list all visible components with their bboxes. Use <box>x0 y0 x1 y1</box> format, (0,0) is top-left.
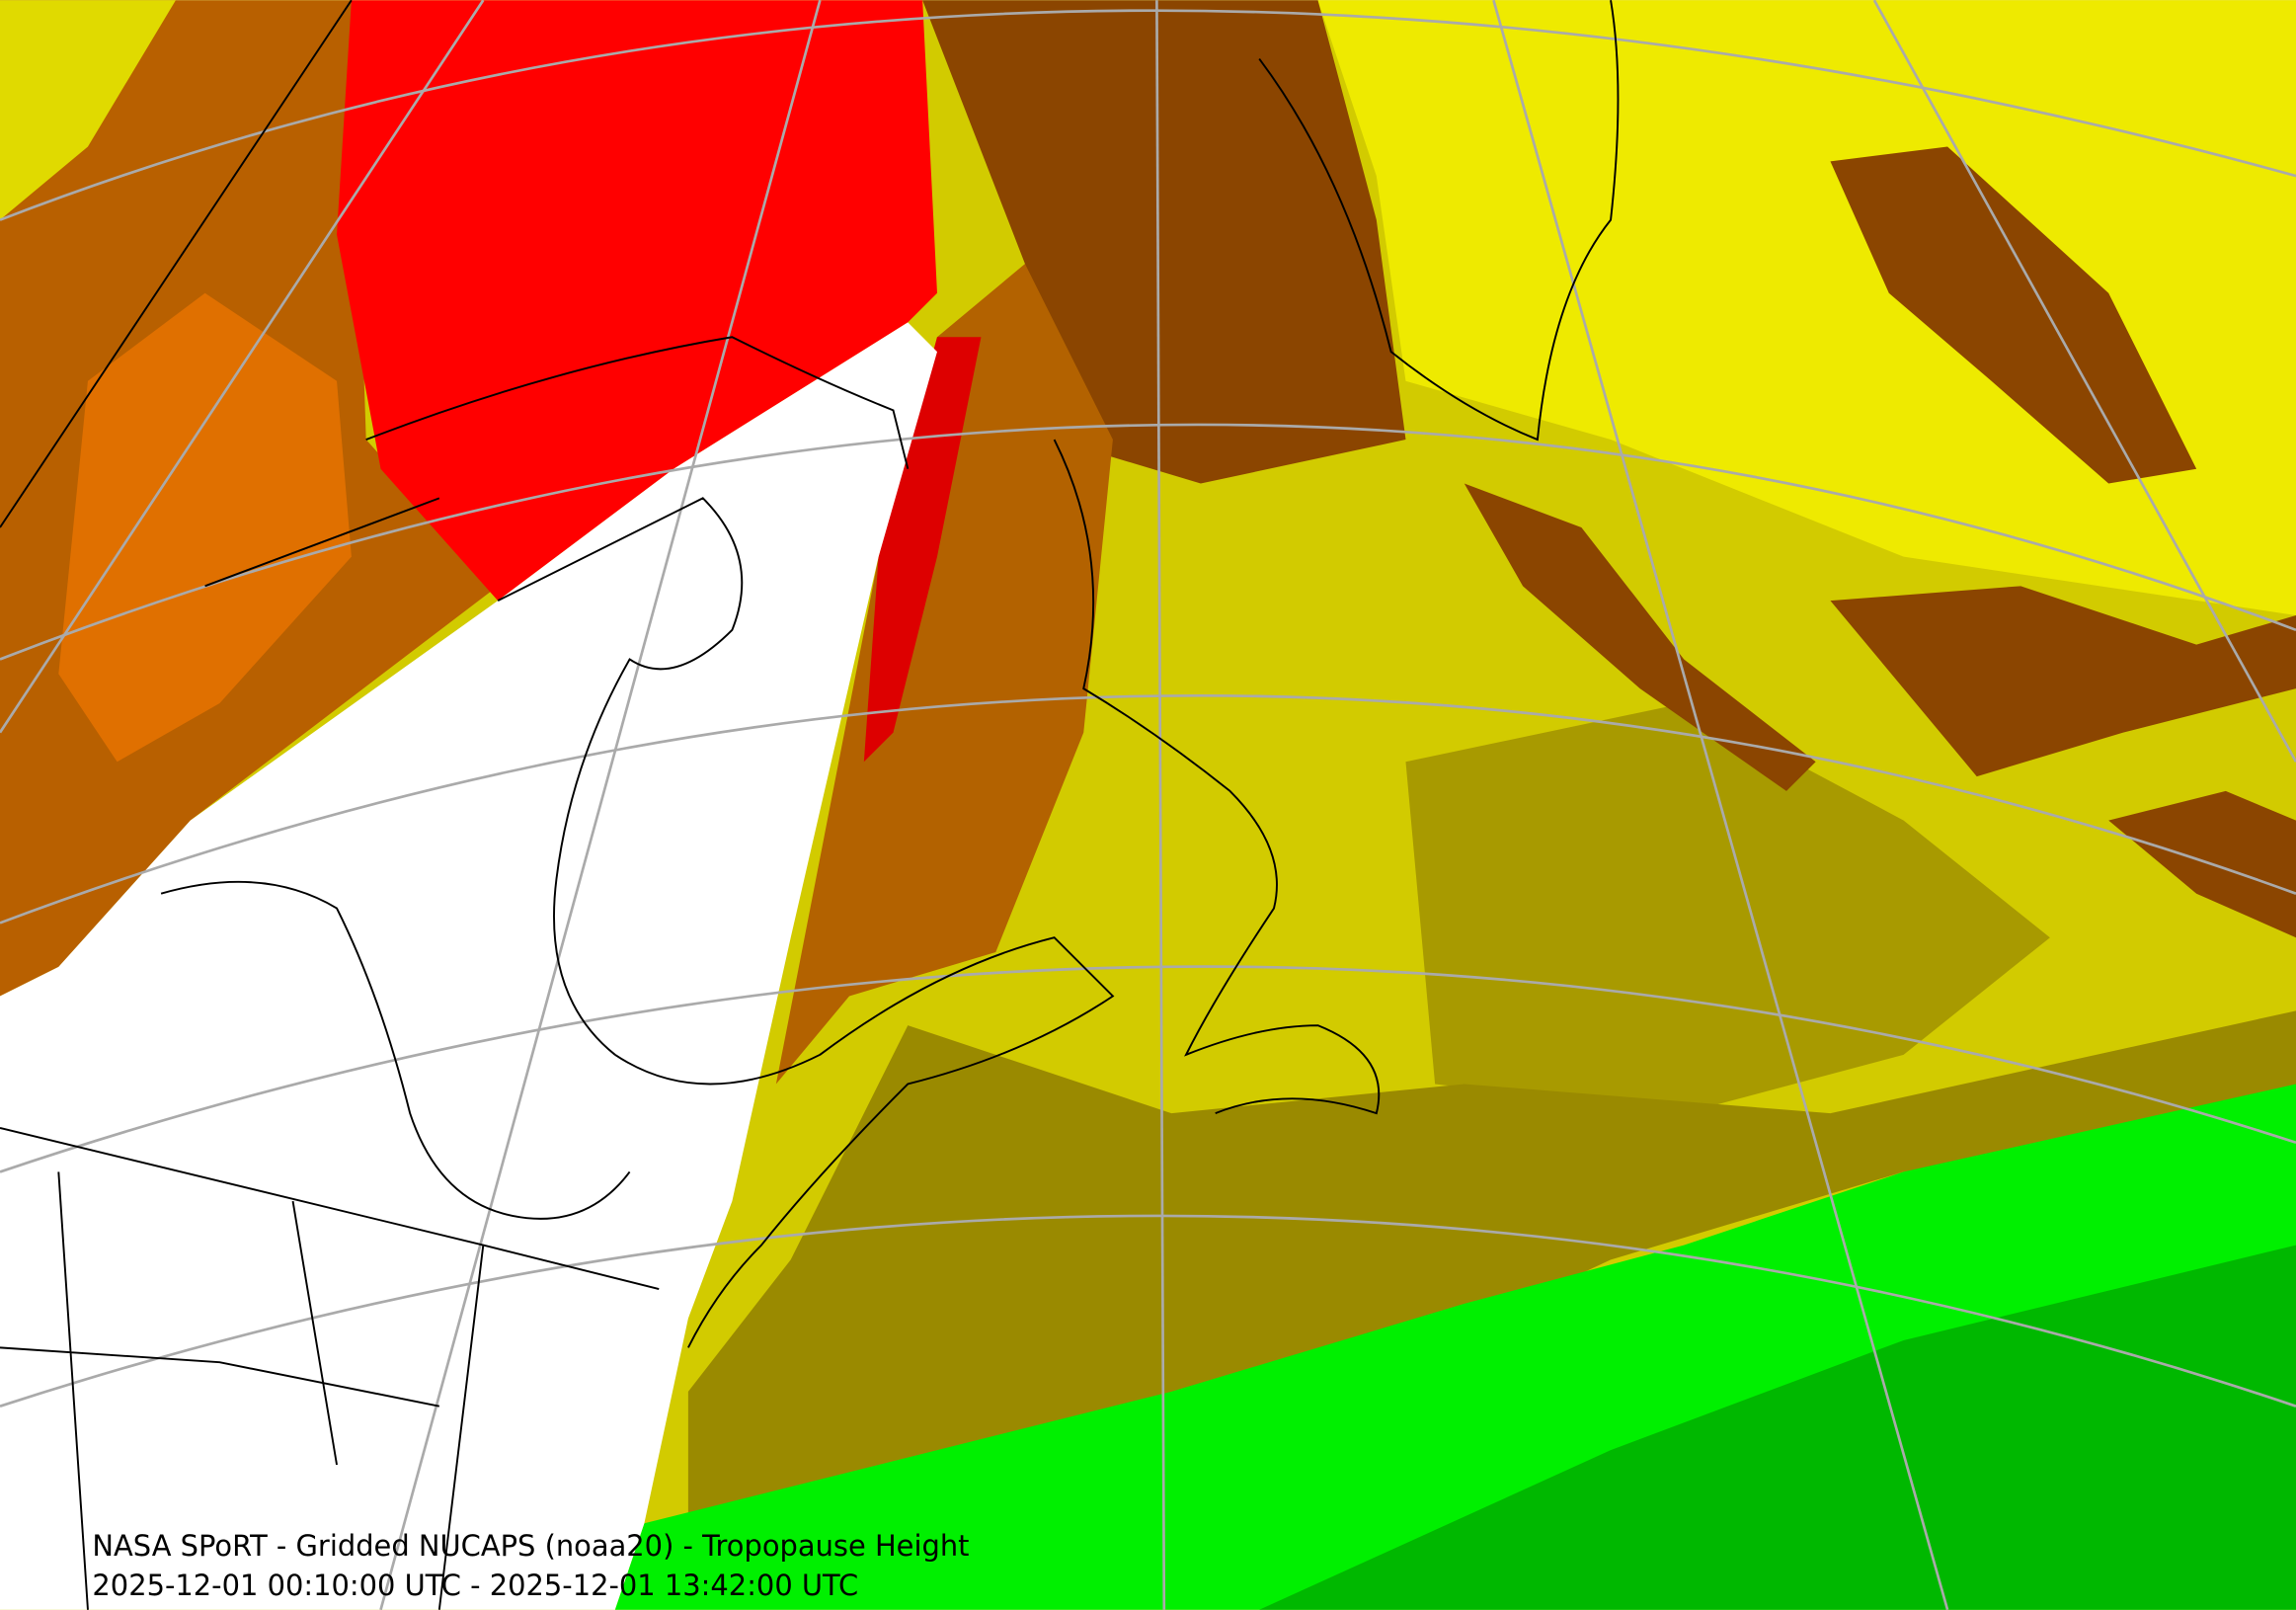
yellow-field <box>1317 0 2296 615</box>
border <box>0 0 440 588</box>
brown-streak <box>1830 146 2197 484</box>
yellow-field <box>0 0 176 220</box>
olive-field <box>1405 702 2050 1114</box>
longitude-line <box>1492 0 1949 1610</box>
red-strip <box>863 337 982 763</box>
no-data-region <box>0 322 937 1610</box>
brown-streak <box>1830 586 2296 777</box>
coastline <box>160 880 631 1220</box>
dark-green-field <box>1259 1245 2296 1610</box>
coastline <box>1258 0 1620 442</box>
longitude-line <box>379 0 822 1610</box>
brown-field <box>775 264 1113 1085</box>
map-title: NASA SPoRT - Gridded NUCAPS (noaa20) - T… <box>92 1529 969 1563</box>
coastlines <box>0 0 1620 1610</box>
longitude-line <box>0 0 485 734</box>
longitude-line <box>1872 0 2296 763</box>
brown-streak <box>2108 790 2296 938</box>
coastline <box>614 936 1115 1348</box>
latitude-line <box>0 965 2296 1173</box>
coastline <box>365 336 910 469</box>
latitude-line <box>0 1214 2296 1408</box>
time-range: 2025-12-01 00:10:00 UTC - 2025-12-01 13:… <box>92 1569 858 1602</box>
border <box>0 1127 660 1610</box>
brown-streak <box>1464 483 1816 791</box>
coastline <box>497 497 744 1056</box>
coastline <box>1053 439 1381 1115</box>
orange-field <box>58 292 352 763</box>
red-field <box>337 0 937 602</box>
latitude-line <box>0 9 2296 221</box>
longitude-line <box>1155 0 1166 1610</box>
